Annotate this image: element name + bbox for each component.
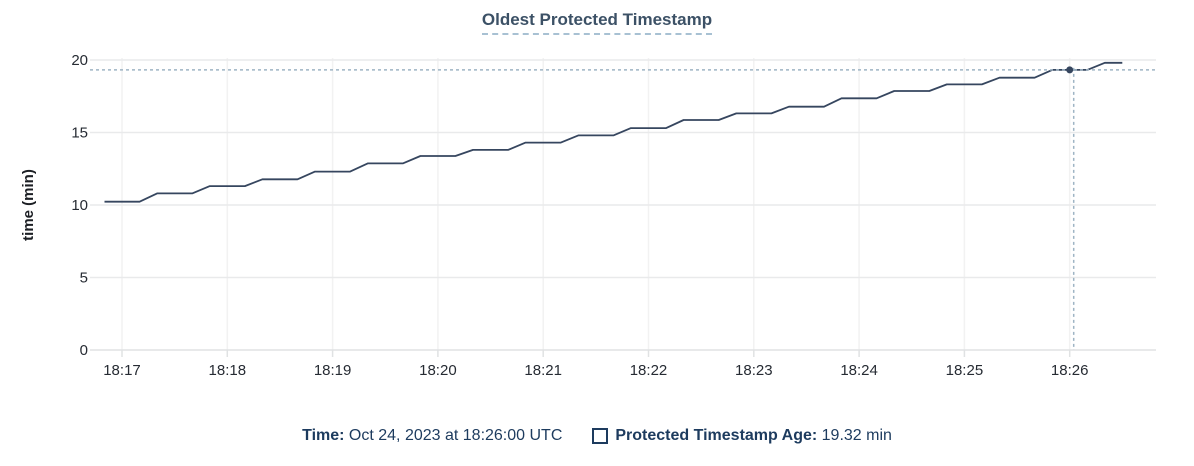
y-tick-label: 0	[80, 342, 88, 359]
x-tick-label: 18:26	[1051, 362, 1089, 379]
series-swatch-checkbox[interactable]	[592, 428, 609, 444]
hover-legend: Time: Oct 24, 2023 at 18:26:00 UTC Prote…	[0, 427, 1194, 445]
x-tick-label: 18:22	[630, 362, 668, 379]
y-tick-label: 10	[71, 197, 88, 214]
x-tick-label: 18:23	[735, 362, 773, 379]
chart-title[interactable]: Oldest Protected Timestamp	[481, 10, 713, 35]
chart-title-row: Oldest Protected Timestamp	[0, 10, 1194, 35]
series-line-path	[104, 61, 1123, 203]
x-tick-label: 18:20	[419, 362, 457, 379]
y-axis-title: time (min)	[20, 169, 37, 241]
x-tick-label: 18:17	[103, 362, 141, 379]
x-tick-label: 18:18	[209, 362, 247, 379]
x-tick-label: 18:21	[524, 362, 562, 379]
x-tick-label: 18:25	[946, 362, 984, 379]
line-chart-canvas[interactable]: 18:17 18:18 18:19 18:20 18:21 18:22 18:23 18:24…	[0, 0, 1194, 400]
x-tick-label: 18:24	[840, 362, 878, 379]
y-tick-label: 20	[71, 52, 88, 69]
series-value: 19.32 min	[817, 427, 892, 444]
y-tick-label: 5	[80, 270, 88, 287]
time-label: Time:	[302, 427, 345, 444]
series-name-label: Protected Timestamp Age:	[615, 427, 818, 444]
y-tick-label: 15	[71, 125, 88, 142]
time-value: Oct 24, 2023 at 18:26:00 UTC	[344, 427, 563, 444]
highlight-dot[interactable]	[1066, 66, 1074, 74]
x-tick-label: 18:19	[314, 362, 352, 379]
